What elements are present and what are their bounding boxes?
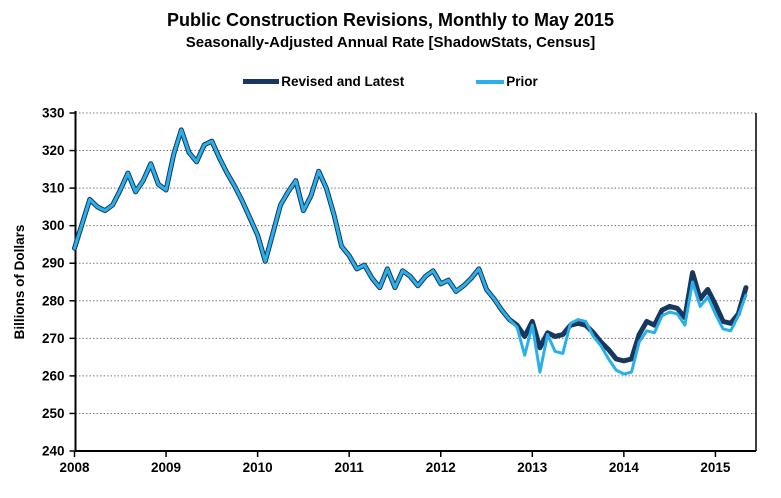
y-axis-title: Billions of Dollars xyxy=(12,225,27,340)
x-tick-label-2009: 2009 xyxy=(151,460,181,475)
y-tick-label-290: 290 xyxy=(42,256,65,271)
x-tick-label-2015: 2015 xyxy=(700,460,731,475)
y-tick-label-300: 300 xyxy=(42,218,65,233)
series-line-prior xyxy=(73,128,748,376)
series-line-revised-and-latest xyxy=(72,127,749,364)
legend-label-prior: Prior xyxy=(506,74,538,89)
legend: Revised and Latest Prior xyxy=(0,74,781,89)
y-tick-label-250: 250 xyxy=(42,406,65,421)
x-tick-label-2010: 2010 xyxy=(243,460,273,475)
y-tick-label-310: 310 xyxy=(42,181,65,196)
legend-item-revised: Revised and Latest xyxy=(243,74,404,89)
legend-label-revised: Revised and Latest xyxy=(281,74,405,89)
x-tick-label-2012: 2012 xyxy=(426,460,456,475)
x-tick-label-2008: 2008 xyxy=(59,460,90,475)
y-tick-label-280: 280 xyxy=(42,293,65,308)
chart-subtitle: Seasonally-Adjusted Annual Rate [ShadowS… xyxy=(185,34,596,51)
x-tick-label-2014: 2014 xyxy=(609,460,640,475)
legend-swatch-prior-line xyxy=(476,79,505,84)
legend-item-prior: Prior xyxy=(476,74,538,89)
chart-title: Public Construction Revisions, Monthly t… xyxy=(166,10,615,30)
y-tick-label-270: 270 xyxy=(42,331,65,346)
y-tick-label-330: 330 xyxy=(42,106,65,121)
legend-swatch-revised-line xyxy=(243,79,280,84)
y-tick-label-320: 320 xyxy=(42,143,65,158)
x-tick-label-2011: 2011 xyxy=(335,460,365,475)
y-tick-label-240: 240 xyxy=(42,444,65,459)
x-tick-label-2013: 2013 xyxy=(517,460,548,475)
y-tick-label-260: 260 xyxy=(42,368,65,383)
